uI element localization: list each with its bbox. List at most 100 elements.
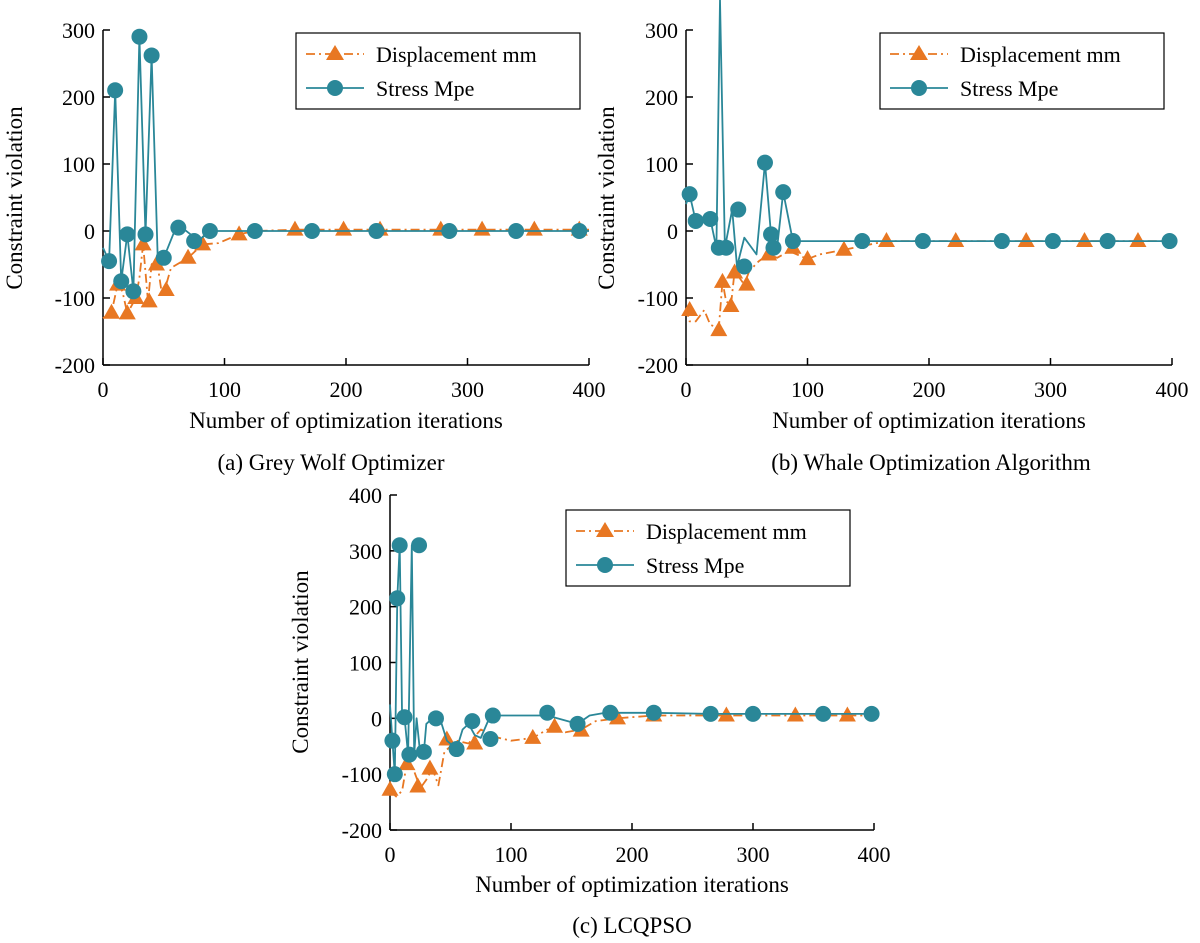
panel-c-y-tick-label: 0 [371, 706, 382, 731]
panel-c-stress-marker [539, 704, 556, 721]
panel-c-y-axis-title: Constraint violation [288, 570, 313, 754]
panel-c-stress-marker [484, 707, 501, 724]
panel-b-y-tick-label: -200 [638, 353, 678, 378]
panel-c-x-tick-label: 400 [858, 842, 891, 867]
panel-a-x-tick-label: 400 [573, 377, 606, 402]
panel-c-stress-marker [745, 705, 761, 722]
panel-c-stress-marker [396, 709, 413, 726]
panel-a-x-tick-label: 200 [330, 377, 363, 402]
panel-a-stress-marker [155, 249, 172, 266]
panel-b-displacement-marker [947, 232, 965, 248]
panel-b-y-tick-label: 100 [645, 152, 678, 177]
panel-a-displacement-marker [230, 225, 248, 241]
panel-c-x-tick-label: 300 [737, 842, 770, 867]
panel-c-y-tick-label: 200 [349, 595, 382, 620]
panel-c-displacement-marker [608, 709, 626, 725]
panel-a-displacement-marker [118, 304, 136, 320]
panel-a-legend-box [295, 32, 581, 110]
panel-c-stress-marker [602, 704, 619, 721]
panel-a-y-tick-label: 0 [84, 219, 95, 244]
panel-b-legend-displacement-marker [910, 45, 928, 60]
panel-c-displacement-marker [421, 759, 439, 775]
panel-a-stress-marker [246, 223, 263, 239]
panel-a-stress-marker [368, 223, 385, 239]
panel-b-displacement-series-line [685, 240, 1172, 330]
panel-b-displacement-marker [877, 232, 895, 248]
panel-a-y-tick-label: 200 [62, 85, 95, 110]
panel-b-stress-marker [763, 226, 780, 243]
panel-b-stress-marker [854, 233, 871, 250]
panel-c-legend-displacement-label: Displacement mm [646, 519, 807, 544]
panel-b-displacement-marker [738, 275, 756, 291]
panel-b-legend-box [879, 32, 1165, 110]
panel-b-x-tick-label: 300 [1034, 377, 1067, 402]
panel-a-stress-marker [441, 223, 458, 239]
panel-b-y-tick-label: 0 [667, 219, 678, 244]
panel-a-y-tick-label: 100 [62, 152, 95, 177]
panel-b-displacement-marker [799, 250, 816, 266]
panel-c-x-tick-label: 0 [385, 842, 396, 867]
panel-a-displacement-marker [103, 303, 121, 319]
panel-b-x-axis-title: Number of optimization iterations [772, 408, 1086, 433]
panel-a: 0 100 200 300 400 -200 -100 0 100 200 300 Number of… [2, 18, 606, 475]
panel-a-stress-marker [303, 223, 320, 239]
panel-a-displacement-marker [335, 220, 353, 236]
panel-a-displacement-marker [473, 220, 491, 236]
panel-b-stress-marker [681, 186, 698, 203]
panel-b-stress-marker [756, 154, 773, 171]
panel-c-stress-marker [384, 732, 401, 749]
panel-b-stress-marker [765, 239, 782, 256]
panel-b-stress-marker [702, 210, 719, 227]
panel-a-displacement-marker [147, 255, 165, 271]
panel-b-caption: (b) Whale Optimization Algorithm [771, 450, 1091, 475]
panel-b-displacement-marker [1017, 232, 1035, 248]
panel-b-stress-marker [736, 258, 753, 275]
panel-c-stress-marker [415, 743, 432, 760]
panel-b: 0 100 200 300 400 -200 -100 0 100 200 300 Number of… [594, 0, 1189, 475]
panel-b-stress-marker [1099, 233, 1116, 250]
panel-b-legend-stress-marker [911, 80, 927, 96]
panel-a-stress-marker [107, 82, 124, 99]
panel-b-displacement-marker [722, 297, 740, 313]
panel-c-stress-marker [386, 766, 403, 783]
panel-b-y-axis-title: Constraint violation [594, 106, 619, 290]
panel-c-displacement-marker [466, 734, 484, 750]
panel-b-stress-marker [687, 212, 704, 229]
panel-c-y-tick-label: 100 [349, 651, 382, 676]
panel-a-stress-marker [143, 47, 160, 64]
panel-b-legend-displacement-label: Displacement mm [960, 42, 1121, 67]
panel-a-stress-marker [125, 283, 142, 300]
panel-c-stress-marker [815, 705, 832, 722]
panel-b-y-tick-label: 200 [645, 85, 678, 110]
panel-c-stress-marker [482, 730, 499, 747]
panel-a-legend-stress-label: Stress Mpe [376, 76, 474, 101]
panel-c-stress-marker [863, 705, 880, 722]
panel-b-displacement-marker [835, 240, 853, 256]
panel-c-displacement-marker [381, 780, 399, 796]
panel-b-x-tick-label: 200 [913, 377, 946, 402]
panel-c-legend-stress-label: Stress Mpe [646, 553, 744, 578]
panel-a-displacement-series-line [102, 228, 589, 319]
panel-c-x-tick-label: 100 [495, 842, 528, 867]
panel-a-stress-marker [119, 226, 136, 243]
panel-c-stress-marker [569, 715, 586, 732]
panel-b-stress-marker [993, 233, 1010, 250]
panel-a-displacement-marker [525, 220, 543, 236]
panel-a-y-tick-label: 300 [62, 18, 95, 43]
panel-a-legend-displacement-label: Displacement mm [376, 42, 537, 67]
panel-a-x-tick-label: 300 [451, 377, 484, 402]
panel-a-y-axis-title: Constraint violation [2, 106, 27, 290]
panel-b-stress-marker [775, 184, 792, 201]
panel-a-stress-marker [571, 223, 588, 239]
panel-a-displacement-marker [179, 248, 197, 264]
panel-c-plot-area [381, 537, 880, 798]
panel-b-legend-stress-label: Stress Mpe [960, 76, 1058, 101]
panel-b-displacement-marker [681, 301, 699, 317]
panel-a-stress-marker [186, 233, 203, 250]
panel-b-displacement-marker [710, 321, 728, 337]
panel-c-y-tick-label: -200 [342, 818, 382, 843]
panel-a-x-tick-label: 0 [98, 377, 109, 402]
panel-b-x-tick-label: 100 [791, 377, 824, 402]
panel-c-y-tick-label: 400 [349, 483, 382, 508]
